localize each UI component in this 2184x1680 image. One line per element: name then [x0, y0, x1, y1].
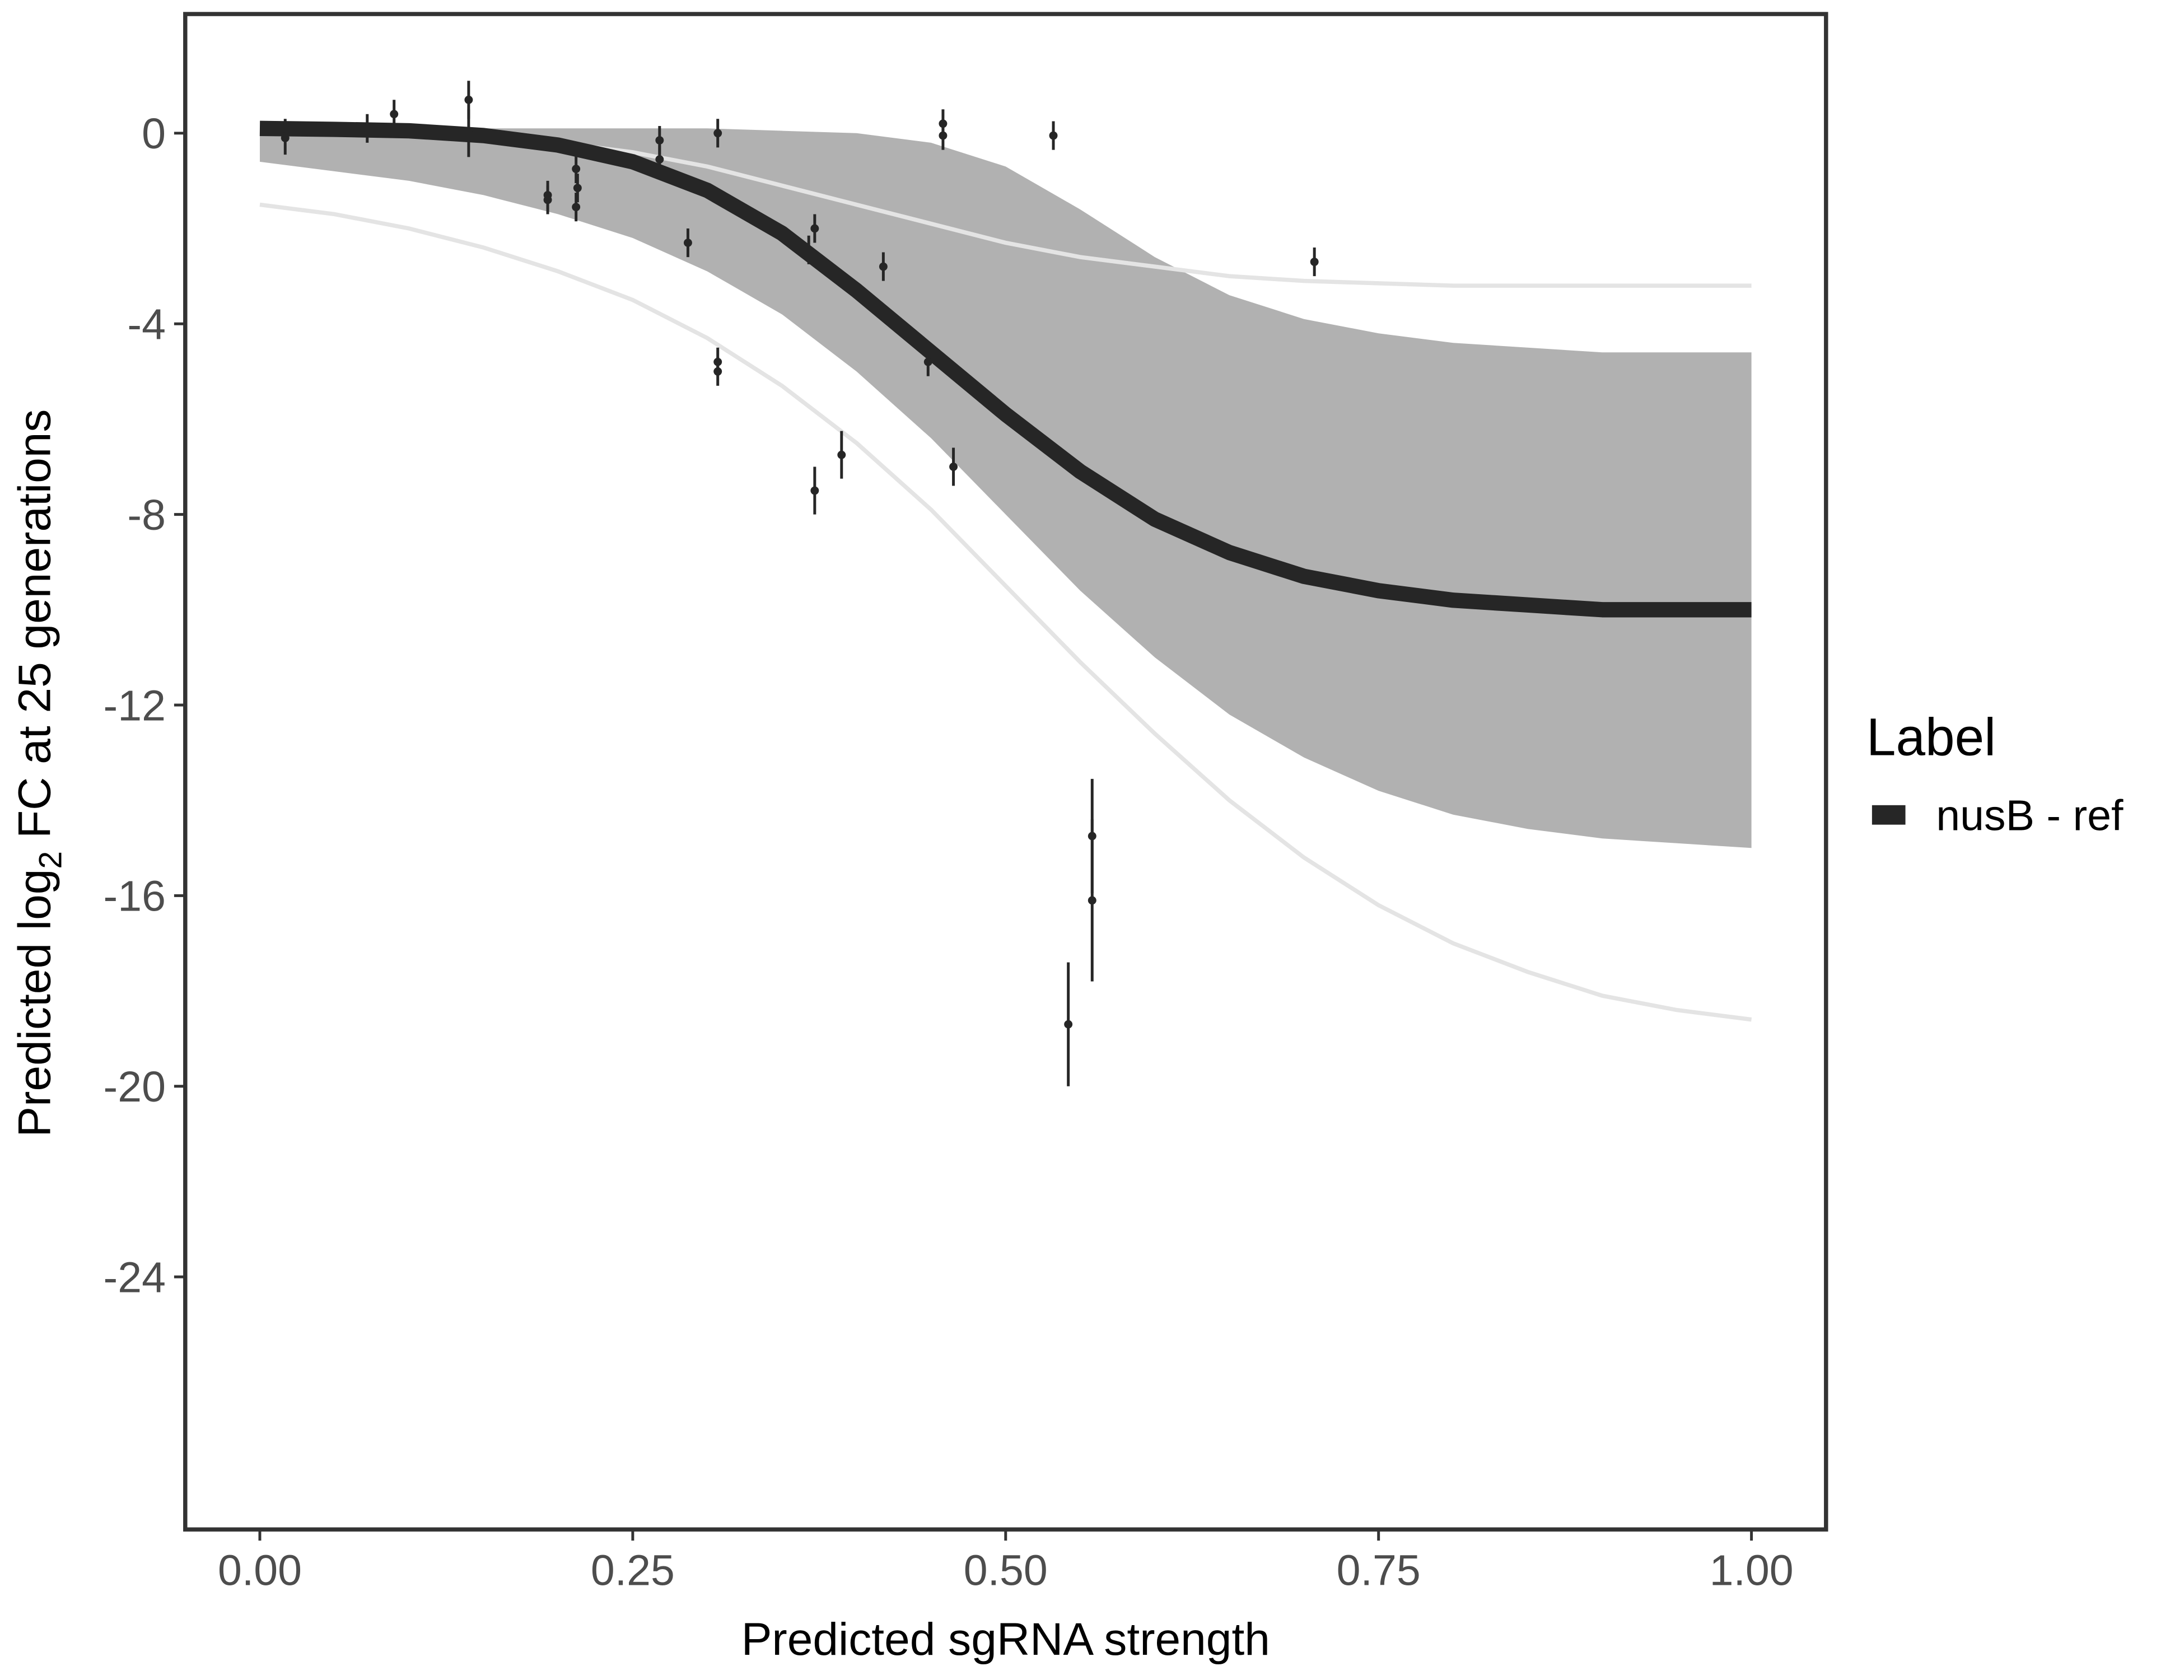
y-tick-label: -20	[104, 1063, 166, 1111]
data-point	[1088, 896, 1096, 905]
data-point	[363, 124, 372, 133]
data-point	[655, 136, 664, 145]
data-point	[810, 486, 819, 495]
legend: nusB - ref	[1872, 792, 2124, 840]
x-axis-title: Predicted sgRNA strength	[741, 1614, 1270, 1665]
fit-line	[259, 120, 1752, 618]
y-title-rest: FC at 25 generations	[10, 409, 60, 851]
data-point	[464, 95, 473, 104]
legend-key	[1872, 805, 1906, 825]
x-tick-label: 0.75	[1337, 1547, 1421, 1595]
data-point	[949, 463, 958, 471]
data-point	[572, 203, 581, 212]
data-point	[879, 262, 888, 271]
data-point	[810, 224, 819, 233]
data-point	[573, 184, 582, 193]
y-tick-label: 0	[142, 110, 166, 158]
data-point	[939, 131, 948, 140]
y-tick-label: -24	[104, 1254, 166, 1302]
x-tick-label: 0.50	[964, 1547, 1048, 1595]
y-tick-label: -12	[104, 682, 166, 730]
data-point	[655, 155, 664, 164]
plot-area	[259, 81, 1752, 1086]
data-point	[804, 245, 813, 254]
data-point	[713, 367, 722, 376]
data-point	[543, 195, 552, 204]
y-tick-label: -8	[127, 491, 166, 539]
data-point	[1049, 131, 1058, 140]
legend-title: Label	[1866, 707, 1996, 767]
y-title-sub: 2	[32, 851, 68, 869]
data-point	[390, 110, 399, 119]
data-point	[837, 450, 846, 459]
data-point	[464, 129, 473, 138]
legend-label: nusB - ref	[1936, 792, 2124, 840]
posterior-band	[259, 128, 1752, 848]
x-tick-label: 1.00	[1710, 1547, 1794, 1595]
x-tick-label: 0.25	[591, 1547, 675, 1595]
x-tick-label: 0.00	[218, 1547, 302, 1595]
data-point	[713, 129, 722, 138]
data-point	[683, 239, 692, 247]
y-axis-title: Predicted log2 FC at 25 generations	[10, 409, 69, 1137]
data-point	[572, 165, 581, 174]
y-tick-label: -4	[127, 301, 166, 349]
data-point	[281, 124, 290, 133]
y-tick-label: -16	[104, 872, 166, 921]
posterior-curve	[259, 202, 1752, 1022]
data-point	[1064, 1020, 1073, 1029]
y-title-main: Predicted log	[10, 869, 60, 1137]
data-point	[923, 357, 932, 366]
data-point	[1310, 258, 1319, 267]
